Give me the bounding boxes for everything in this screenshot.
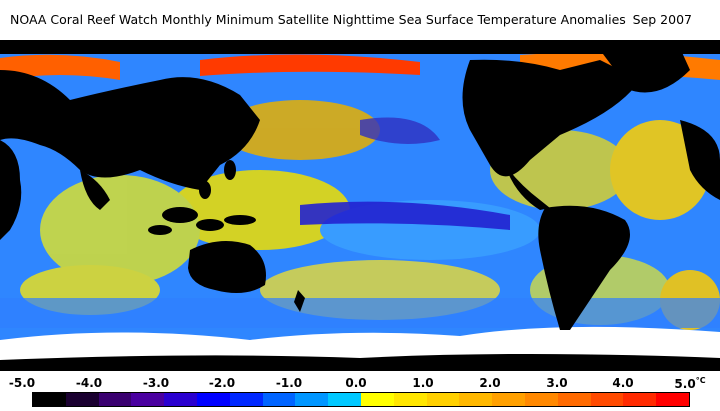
color-scale-bar <box>32 392 690 407</box>
color-scale-swatch <box>459 393 493 406</box>
cold-tongue <box>300 201 510 230</box>
color-scale-swatch <box>164 393 197 406</box>
scale-label: 1.0 <box>412 376 434 390</box>
africa <box>0 140 22 240</box>
color-scale-swatch <box>196 393 230 406</box>
north-pacific-cool <box>360 117 440 144</box>
sst-anomaly-map <box>0 40 720 371</box>
scale-label: 2.0 <box>479 376 501 390</box>
scale-label: -3.0 <box>142 376 170 390</box>
color-scale-swatch <box>492 393 525 406</box>
arctic-warm-band <box>0 54 120 80</box>
antarctica <box>0 354 720 371</box>
greenland <box>600 48 690 93</box>
map-title: NOAA Coral Reef Watch Monthly Minimum Sa… <box>10 12 626 27</box>
scale-label: 3.0 <box>546 376 568 390</box>
maritime-continent <box>148 160 256 235</box>
color-scale-swatch <box>524 393 558 406</box>
arctic-warm-band <box>200 54 420 76</box>
north-america <box>462 59 640 177</box>
india <box>80 170 110 210</box>
color-scale-swatch <box>557 393 591 406</box>
new-zealand <box>294 290 305 312</box>
africa-east <box>680 120 720 200</box>
color-scale-swatch <box>131 393 165 406</box>
color-scale-swatch <box>426 393 460 406</box>
scale-label: 4.0 <box>612 376 634 390</box>
color-scale-swatch <box>328 393 361 406</box>
eurasia <box>0 70 260 190</box>
scale-label: -5.0 <box>8 376 36 390</box>
south-america <box>538 205 630 330</box>
color-scale-swatch <box>623 393 657 406</box>
color-scale-swatch <box>229 393 263 406</box>
color-scale-swatch <box>295 393 329 406</box>
scale-label: -4.0 <box>75 376 103 390</box>
scale-label: 0.0 <box>345 376 367 390</box>
central-america <box>505 165 550 210</box>
color-scale-swatch <box>393 393 427 406</box>
color-scale-swatch <box>65 393 99 406</box>
color-scale-swatch <box>360 393 394 406</box>
scale-label: -1.0 <box>275 376 303 390</box>
color-scale-swatch <box>262 393 296 406</box>
scale-labels: -5.0 -4.0 -3.0 -2.0 -1.0 0.0 1.0 2.0 3.0… <box>0 376 720 392</box>
scale-label-max: 5.0°C <box>674 376 706 391</box>
color-scale-swatch <box>98 393 132 406</box>
southern-ocean-band <box>0 298 720 328</box>
arctic-land <box>0 40 720 54</box>
title-bar: NOAA Coral Reef Watch Monthly Minimum Sa… <box>0 0 720 40</box>
color-scale-swatch <box>656 393 689 406</box>
color-scale-swatch <box>33 393 66 406</box>
color-scale-swatch <box>590 393 624 406</box>
map-date: Sep 2007 <box>632 12 692 27</box>
australia <box>188 241 266 294</box>
scale-label: -2.0 <box>208 376 236 390</box>
